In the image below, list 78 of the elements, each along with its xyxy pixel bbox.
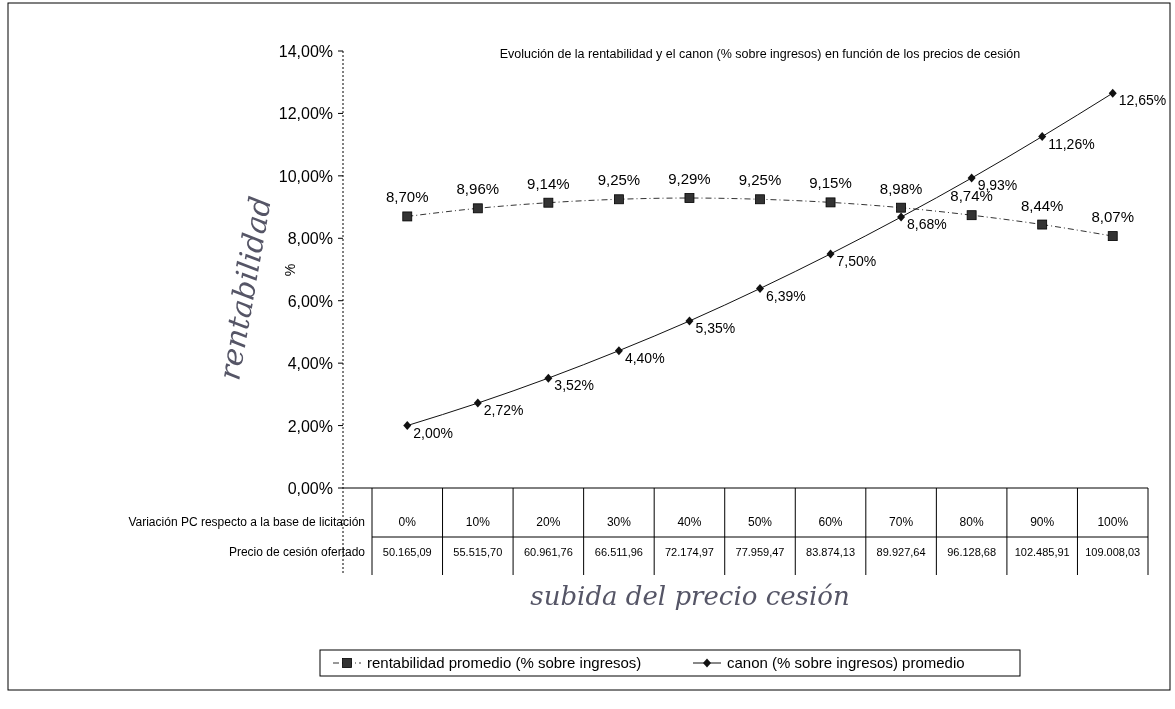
text: 72.174,97 (664, 546, 714, 558)
y-tick-label: 0,00% (287, 480, 333, 497)
y-tick-label: 2,00% (287, 417, 333, 435)
x-tick-label: 50% (747, 515, 773, 529)
text: 102.485,91 (1014, 546, 1070, 558)
point (1108, 88, 1117, 98)
point (896, 202, 906, 213)
x-tick-label: 0% (398, 515, 417, 529)
chart-title: Evolución de la rentabilidad y el canon (% sobre ingresos) en función de los precios de cesión (499, 47, 1021, 61)
data-label: 3,52% (554, 377, 595, 394)
x-tick-label: 10% (465, 515, 491, 529)
data-label: 6,39% (766, 287, 806, 304)
text: subida del precio cesión (530, 581, 850, 611)
text: rentabilidad (211, 193, 279, 383)
y-tick-label: 12,00% (278, 105, 333, 123)
text: 109.008,03 (1085, 546, 1141, 558)
point (473, 398, 482, 408)
point (472, 203, 483, 214)
text: 66.511,96 (594, 546, 643, 558)
data-label: 9,14% (527, 174, 570, 192)
text: Precio de cesión ofertado (228, 545, 366, 559)
legend-label: canon (% sobre ingresos) promedio (727, 654, 965, 671)
legend-label: rentabilidad promedio (% sobre ingresos) (367, 654, 642, 671)
x-tick-label: 30% (606, 515, 632, 529)
text: 96.128,68 (947, 546, 997, 558)
point (1037, 219, 1048, 230)
data-label: 2,72% (483, 402, 524, 419)
point (755, 194, 765, 205)
point (967, 173, 976, 183)
point (966, 210, 977, 221)
text: 50.165,09 (382, 546, 432, 558)
point (825, 197, 836, 208)
point (403, 421, 412, 431)
point (1038, 132, 1047, 142)
y-axis-title: % (282, 263, 298, 277)
data-label: 12,65% (1118, 92, 1167, 109)
y-tick-label: 8,00% (287, 230, 333, 248)
data-label: 9,29% (668, 170, 711, 188)
x-tick-label: 80% (959, 515, 984, 529)
point (544, 373, 553, 383)
y-tick-label: 10,00% (278, 167, 333, 185)
data-label: 8,44% (1020, 196, 1064, 214)
x-tick-label: 70% (889, 515, 914, 529)
data-label: 9,15% (809, 174, 852, 192)
point (826, 249, 835, 259)
data-label: 8,70% (386, 188, 429, 206)
x-tick-label: 100% (1097, 515, 1129, 529)
x-axis-title: Variación PC respecto a la base de licitación (128, 515, 365, 529)
data-label: 8,68% (907, 216, 947, 233)
text: 83.874,13 (806, 546, 856, 558)
point (1107, 231, 1118, 241)
text: 60.961,76 (523, 546, 573, 558)
point (614, 346, 623, 356)
text: 89.927,64 (876, 546, 926, 558)
y-tick-label: 14,00% (278, 43, 333, 60)
data-label: 2,00% (413, 424, 453, 441)
point (614, 194, 624, 205)
point (402, 211, 413, 222)
y-tick-label: 6,00% (287, 292, 333, 310)
data-label: 5,35% (695, 320, 736, 336)
text: 55.515,70 (453, 546, 503, 558)
x-tick-label: 40% (677, 515, 702, 529)
y-tick-label: 4,00% (287, 355, 333, 373)
point (543, 197, 554, 208)
data-label: 4,40% (624, 349, 665, 366)
data-label: 7,50% (836, 252, 877, 269)
data-label: 8,07% (1091, 208, 1134, 226)
point (897, 212, 906, 222)
x-tick-label: 20% (536, 515, 561, 529)
x-tick-label: 60% (818, 515, 843, 529)
data-label: 9,25% (738, 171, 782, 189)
data-label: 11,26% (1048, 135, 1095, 152)
data-label: 8,96% (456, 180, 500, 198)
x-tick-label: 90% (1030, 515, 1055, 529)
data-label: 8,98% (879, 179, 923, 197)
point (684, 193, 695, 203)
data-label: 9,25% (597, 171, 641, 189)
text: 77.959,47 (735, 546, 785, 558)
